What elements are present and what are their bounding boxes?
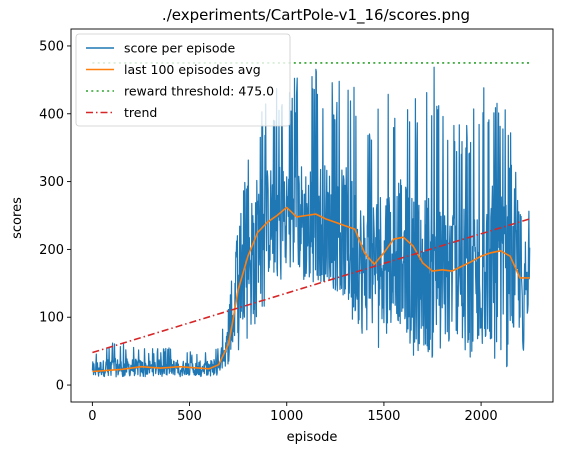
legend-box (75, 33, 291, 127)
x-tick-label: 1500 (367, 409, 400, 424)
legend-label: last 100 episodes avg (124, 62, 261, 77)
y-axis: 0 100 200 300 400 500 (39, 39, 71, 394)
y-tick-label: 300 (39, 175, 64, 190)
plot-area (70, 28, 554, 403)
x-tick-label: 0 (88, 409, 96, 424)
plot-frame (70, 28, 554, 403)
x-axis-title: episode (287, 430, 338, 445)
y-tick-label: 100 (39, 311, 64, 326)
series-group (91, 62, 531, 378)
y-tick-label: 500 (39, 39, 64, 54)
legend-label: reward threshold: 475.0 (124, 84, 274, 99)
legend-label: trend (124, 105, 157, 120)
x-axis: 0 500 1000 1500 2000 (88, 402, 498, 424)
y-tick-label: 400 (39, 107, 64, 122)
x-tick-label: 500 (177, 409, 202, 424)
series-line-last-100-episodes-avg (92, 206, 530, 373)
chart-title: ./experiments/CartPole-v1_16/scores.png (162, 6, 470, 25)
legend: score per episode last 100 episodes avg re… (75, 33, 291, 127)
series-line-trend (92, 218, 530, 354)
y-tick-label: 200 (39, 243, 64, 258)
legend-label: score per episode (124, 41, 235, 56)
y-tick-label: 0 (56, 379, 64, 394)
y-axis-title: scores (10, 197, 25, 239)
x-tick-label: 2000 (465, 409, 498, 424)
x-tick-label: 1000 (270, 409, 303, 424)
